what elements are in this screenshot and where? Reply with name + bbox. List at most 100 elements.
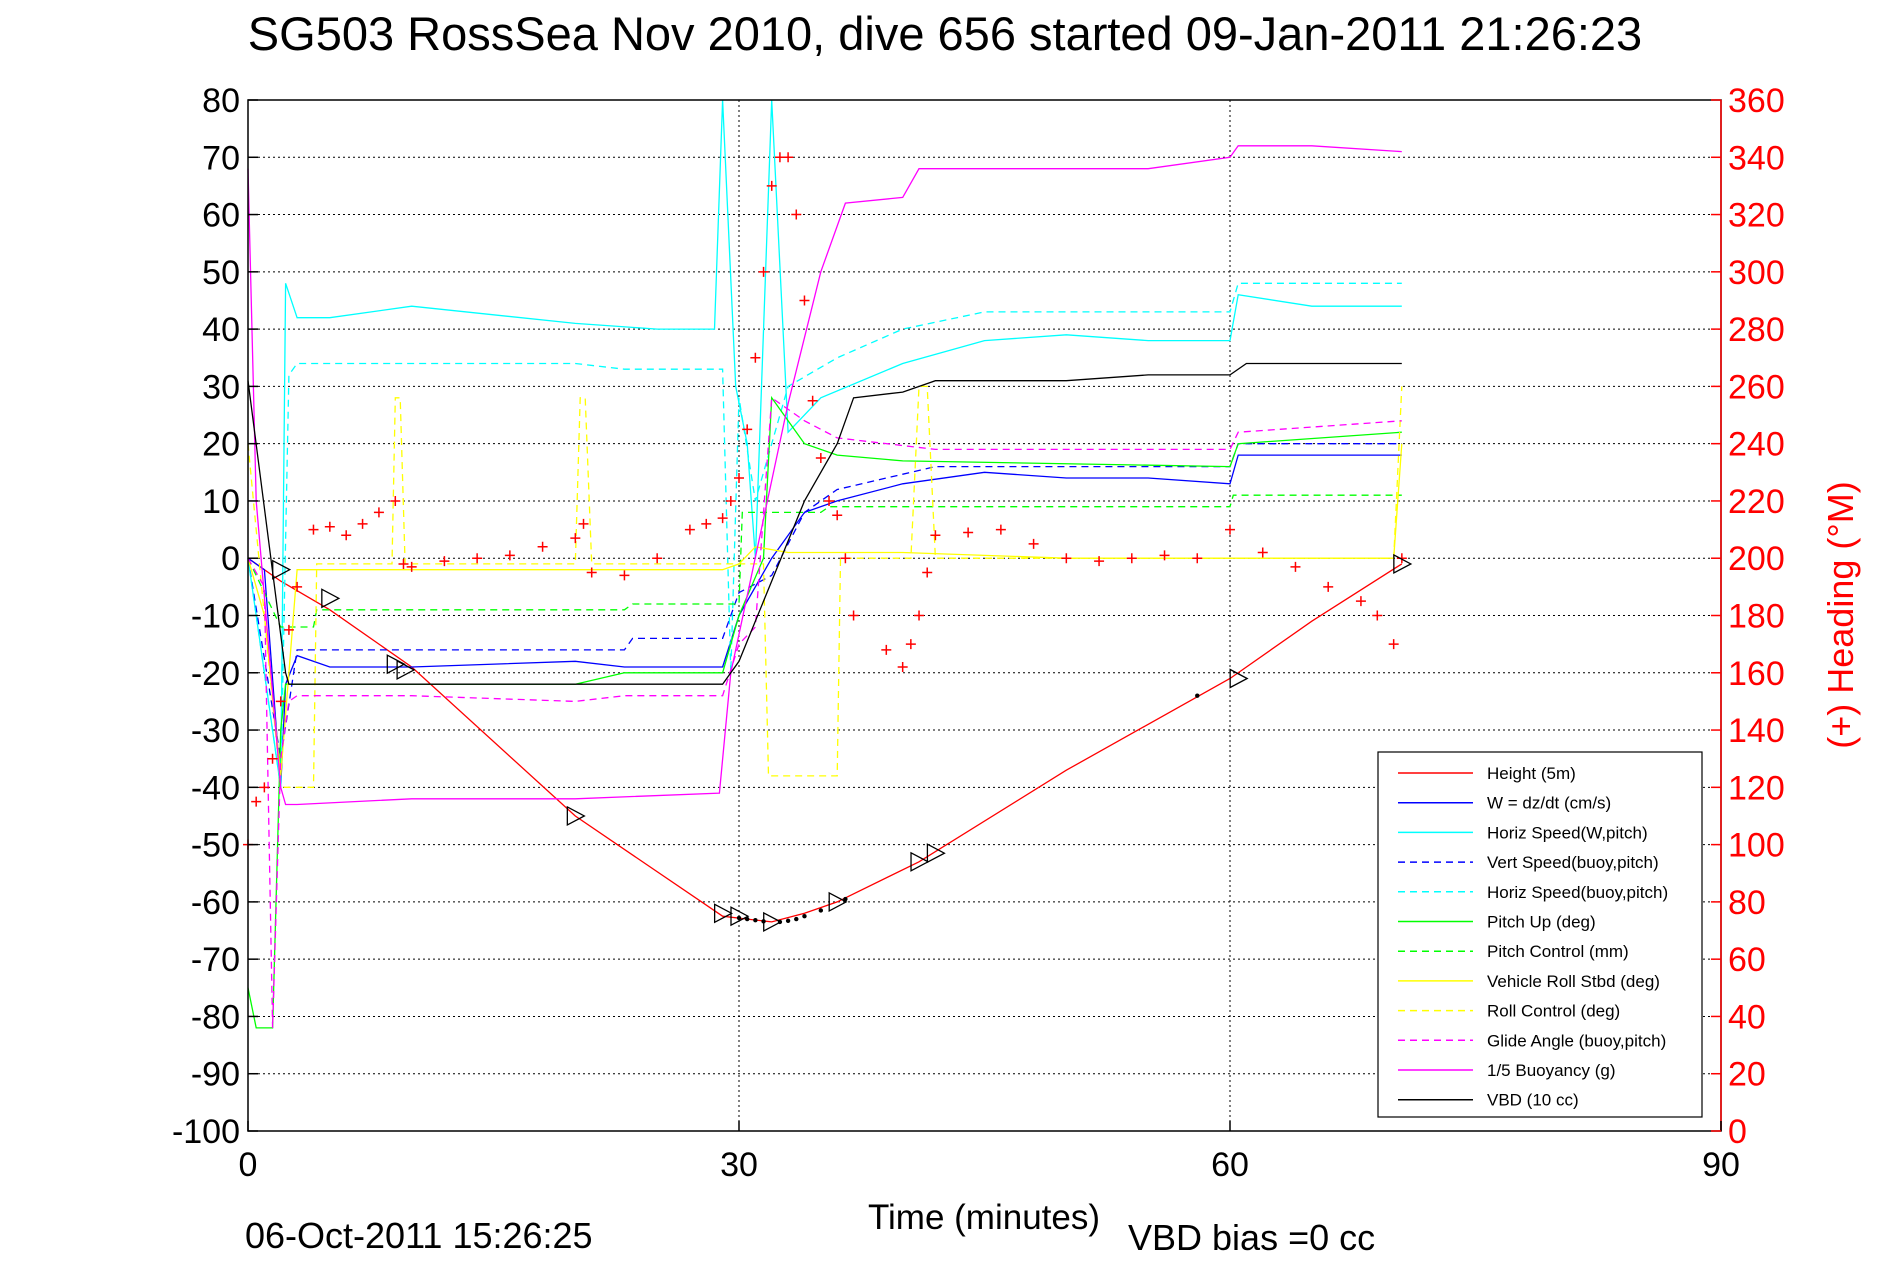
y-left-tick-label: 0 [221,540,240,578]
heading-point [914,610,925,621]
heading-point [742,424,753,435]
legend: Height (5m) W = dz/dt (cm/s) Horiz Speed(W… [1377,751,1703,1118]
heading-point [799,295,810,306]
height-dot-marker [843,896,848,902]
heading-point [922,567,933,578]
y-left-tick-label: 60 [202,197,240,235]
vbd-bias-label: VBD bias =0 cc [1128,1217,1375,1258]
heading-point [324,521,335,532]
heading-point [504,550,515,561]
height-dot-marker [777,919,783,925]
y-right-tick-label: 220 [1728,483,1785,521]
height-dot-marker [818,908,824,913]
series-line-roll-control-deg [247,385,1403,788]
heading-point [357,518,368,529]
heading-point [684,524,695,535]
height-triangle-marker [828,891,848,912]
y-left-tick-label: -100 [172,1113,240,1151]
legend-label: Roll Control (deg) [1487,1002,1620,1021]
legend-label: W = dz/dt (cm/s) [1487,794,1611,813]
series-line-height-5m [247,557,1403,923]
heading-point [1159,550,1170,561]
legend-label: Horiz Speed(W,pitch) [1487,823,1648,842]
y-left-tick-label: -80 [191,998,240,1036]
heading-point [275,696,286,707]
legend-label: Horiz Speed(buoy,pitch) [1487,883,1668,902]
y-right-tick-label: 300 [1728,254,1785,292]
heading-point [750,352,761,363]
height-triangle-marker [272,559,292,580]
footer-date: 06-Oct-2011 15:26:25 [245,1215,593,1256]
heading-point [840,553,851,564]
heading-point [725,495,736,506]
y-left-tick-label: 70 [202,139,240,177]
heading-point [881,644,892,655]
heading-point [930,530,941,541]
height-triangle-marker [1229,668,1249,689]
height-triangle-marker [396,659,416,680]
heading-point [766,180,777,191]
x-tick-label: 60 [1211,1146,1249,1184]
y-left-tick-label: -30 [191,712,240,750]
height-triangle-marker [1393,553,1413,575]
y-right-tick-label: 160 [1728,655,1785,693]
heading-point [1225,524,1235,535]
y-left-tick-label: -60 [191,884,240,922]
heading-point [586,567,597,578]
height-triangle-marker [713,903,734,924]
x-axis-label: Time (minutes) [868,1198,1100,1237]
y-right-tick-label: 320 [1728,197,1785,235]
heading-point [398,558,409,569]
legend-label: 1/5 Buoyancy (g) [1487,1061,1616,1080]
heading-point [734,473,744,484]
heading-point [815,452,826,463]
y-right-tick-label: 360 [1728,82,1785,120]
y-left-tick-label: -40 [191,769,240,807]
height-triangle-marker [386,654,406,675]
heading-point [1094,556,1105,567]
y-left-tick-label: 50 [202,254,240,292]
legend-box [1377,751,1703,1118]
y-left-tick-label: 80 [202,82,240,120]
heading-point [570,533,581,544]
y-right-tick-label: 240 [1728,426,1785,464]
height-triangle-marker [910,851,930,872]
y-left-tick-label: -20 [191,655,240,693]
heading-point [259,782,270,793]
heading-point [406,561,417,572]
heading-point [807,395,818,406]
series-line-1-5-buoyancy-g [247,145,1402,806]
heading-point [824,495,835,506]
heading-point [373,507,384,518]
height-dot-marker [744,916,750,922]
y-right-tick-label: 140 [1728,712,1785,750]
y-right-tick-label: 260 [1728,368,1785,406]
x-tick-label: 0 [239,1146,258,1184]
y-right-tick-label: 280 [1728,311,1785,349]
heading-point [1192,553,1203,564]
y-right-tick-label: 200 [1728,540,1785,578]
x-tick-label: 30 [720,1146,758,1184]
height-dot-marker [785,918,791,923]
chart-title: SG503 RossSea Nov 2010, dive 656 started… [248,7,1642,60]
heading-point [1372,610,1383,621]
y-left-tick-label: 10 [202,483,240,521]
legend-label: Pitch Control (mm) [1487,942,1629,961]
height-triangle-marker [566,805,586,827]
heading-point [1257,547,1268,558]
heading-point [791,209,802,220]
y-right-tick-label: 40 [1728,998,1766,1036]
series-line-pitch-up-deg [247,395,1402,1029]
heading-point [1061,553,1072,564]
heading-point [1388,639,1399,650]
heading-point [905,639,916,650]
legend-label: Height (5m) [1487,764,1576,783]
heading-point [578,518,589,529]
height-dot-marker [761,919,766,924]
series-line-vert-speed-buoy-pitch [247,443,1402,759]
heading-point [832,510,843,521]
height-dot-marker [802,914,807,919]
y-right-tick-label: 0 [1728,1113,1747,1151]
heading-point [472,553,483,564]
heading-point [995,524,1006,535]
